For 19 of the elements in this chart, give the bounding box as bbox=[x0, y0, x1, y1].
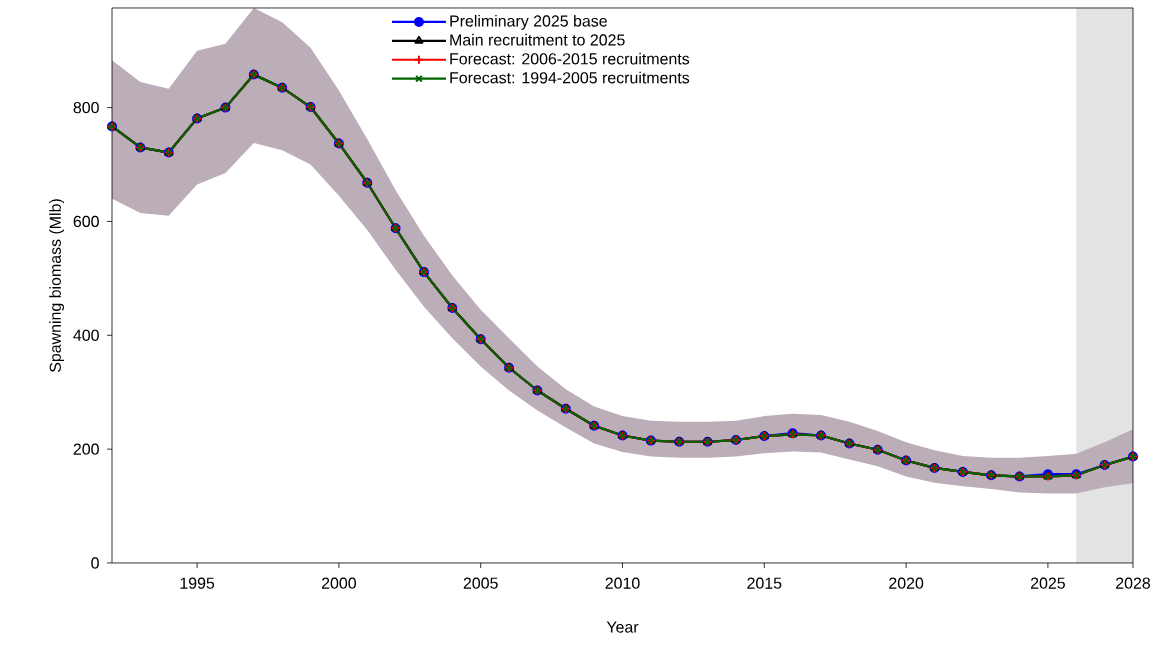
y-tick-label: 600 bbox=[73, 215, 99, 228]
legend-label: Forecast: 2006-2015 recruitments bbox=[450, 52, 690, 65]
x-tick-label: 2005 bbox=[463, 577, 498, 589]
x-axis-title: Year bbox=[606, 621, 639, 633]
y-axis-title: Spawning biomass (Mlb) bbox=[49, 199, 65, 373]
x-tick-label: 2028 bbox=[1116, 577, 1151, 589]
x-tick-label: 2015 bbox=[747, 577, 782, 589]
x-tick-label: 1995 bbox=[180, 577, 215, 589]
legend-label: Preliminary 2025 base bbox=[450, 14, 607, 30]
y-tick-label: 400 bbox=[73, 329, 99, 341]
x-tick-label: 2020 bbox=[889, 577, 924, 589]
y-tick-label: 0 bbox=[91, 557, 99, 569]
x-tick-label: 2025 bbox=[1030, 577, 1065, 589]
legend-label: Main recruitment to 2025 bbox=[450, 33, 625, 46]
legend-label: Forecast: 1994-2005 recruitments bbox=[450, 71, 690, 84]
y-tick-label: 800 bbox=[73, 101, 99, 114]
x-tick-label: 2010 bbox=[605, 577, 640, 589]
x-tick-label: 2000 bbox=[321, 577, 356, 589]
y-tick-label: 200 bbox=[73, 443, 99, 455]
